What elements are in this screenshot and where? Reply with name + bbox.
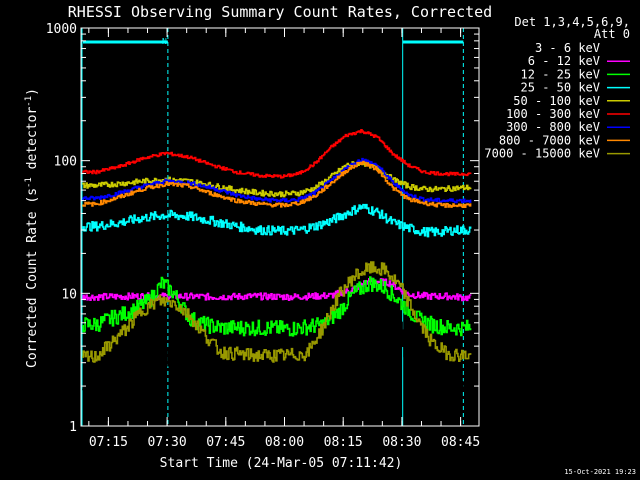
series-line-5 xyxy=(82,129,472,179)
x-tick-label: 07:30 xyxy=(148,435,187,450)
series-line-8 xyxy=(82,261,472,363)
y-axis-label-end: ) xyxy=(25,88,40,96)
legend-label-1: 6 - 12 keV xyxy=(528,54,600,68)
x-tick-label: 07:15 xyxy=(89,435,128,450)
x-tick-label: 08:00 xyxy=(265,435,304,450)
legend-label-5: 100 - 300 keV xyxy=(506,107,600,121)
plot-area xyxy=(81,28,472,426)
plot-frame xyxy=(80,27,480,427)
legend-label-7: 800 - 7000 keV xyxy=(499,133,600,147)
legend-header-1: Det 1,3,4,5,6,9, xyxy=(514,15,630,29)
legend-label-4: 50 - 100 keV xyxy=(513,94,600,108)
y-axis: 1 10 100 1000 xyxy=(46,22,479,435)
series-line-0 xyxy=(82,282,472,407)
x-axis-label: Start Time (24-Mar-05 07:11:42) xyxy=(160,456,403,471)
legend-label-3: 25 - 50 keV xyxy=(521,81,600,95)
timestamp: 15-Oct-2021 19:23 xyxy=(564,468,636,476)
y-axis-label-main: Corrected Count Rate (s xyxy=(25,188,40,368)
series-line-7 xyxy=(82,160,472,208)
legend-header-2: Att 0 xyxy=(594,27,630,41)
x-tick-label: 08:15 xyxy=(324,435,363,450)
x-tick-label: 08:45 xyxy=(441,435,480,450)
legend-label-6: 300 - 800 keV xyxy=(506,120,600,134)
series-line-2 xyxy=(82,276,472,337)
y-tick-label: 1000 xyxy=(46,22,77,37)
legend-label-0: 3 - 6 keV xyxy=(535,41,600,55)
x-axis: 07:15 07:30 07:45 08:00 08:15 08:30 08:45 xyxy=(88,28,480,450)
x-tick-label: 07:45 xyxy=(206,435,245,450)
y-tick-label: 10 xyxy=(61,287,77,302)
chart-title: RHESSI Observing Summary Count Rates, Co… xyxy=(68,3,492,21)
y-axis-label: Corrected Count Rate (s-1 detector-1) xyxy=(24,88,40,368)
y-axis-label-sup1: -1 xyxy=(24,177,34,188)
night-marker: N xyxy=(162,37,167,46)
y-tick-label: 100 xyxy=(54,155,77,170)
y-axis-label-mid: detector xyxy=(25,107,40,178)
series-line-4 xyxy=(82,160,472,198)
series-line-6 xyxy=(82,157,472,204)
series-line-3 xyxy=(82,203,472,238)
legend-label-2: 12 - 25 keV xyxy=(521,67,600,81)
y-tick-label: 1 xyxy=(69,420,77,435)
legend-label-8: 7000 - 15000 keV xyxy=(484,147,600,161)
x-tick-label: 08:30 xyxy=(382,435,421,450)
y-axis-label-sup2: -1 xyxy=(24,96,34,107)
